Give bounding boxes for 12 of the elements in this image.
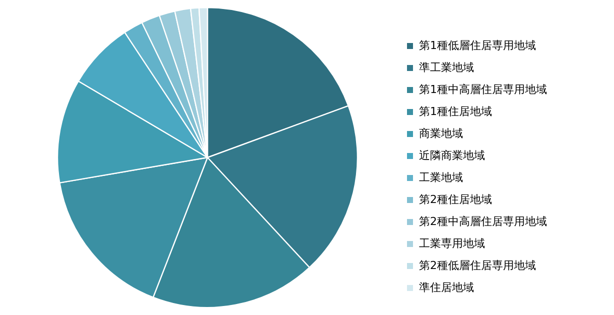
legend-label: 準工業地域 (419, 60, 474, 75)
legend-label: 第1種住居地域 (419, 104, 492, 119)
legend-label: 第2種住居地域 (419, 192, 492, 207)
legend-label: 第2種中高層住居専用地域 (419, 214, 547, 229)
legend-label: 第1種中高層住居専用地域 (419, 82, 547, 97)
legend-label: 近隣商業地域 (419, 148, 485, 163)
legend-label: 商業地域 (419, 126, 463, 141)
legend-label: 工業専用地域 (419, 236, 485, 251)
legend-label: 準住居地域 (419, 280, 474, 295)
legend-label: 第2種低層住居専用地域 (419, 258, 536, 273)
legend-label: 工業地域 (419, 170, 463, 185)
legend-label: 第1種低層住居専用地域 (419, 38, 536, 53)
